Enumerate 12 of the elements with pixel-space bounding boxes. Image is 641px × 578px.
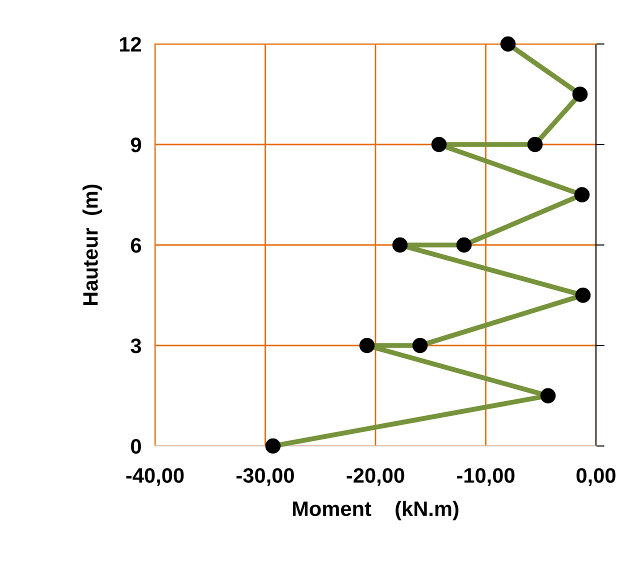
y-tick-label: 0 [131, 439, 141, 454]
x-tick-label: -30,00 [236, 468, 294, 486]
x-tick-label: -20,00 [346, 468, 404, 486]
y-axis-title: Hauteur (m) [82, 184, 102, 305]
y-tick-label: 6 [130, 238, 142, 253]
x-tick-label: 0,00 [576, 468, 616, 486]
y-tick-label: 3 [130, 338, 142, 354]
y-tick-label: 12 [120, 37, 141, 52]
y-tick-label: 9 [130, 138, 142, 152]
x-axis-title: Moment (kN.m) [292, 500, 458, 520]
x-tick-label: -10,00 [457, 468, 514, 486]
x-tick-label: -40,00 [126, 468, 184, 486]
